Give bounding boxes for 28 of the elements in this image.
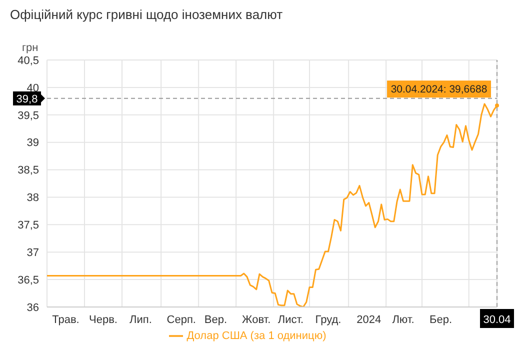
y-tick-label: 39 (26, 137, 39, 150)
x-tick-label: 30.04 (483, 314, 511, 326)
legend-label: Долар США (за 1 одиницю) (186, 330, 326, 342)
y-tick-label: 38,5 (18, 164, 39, 177)
y-tick-label: 36,5 (18, 274, 39, 286)
x-tick-label: Серп. (166, 314, 196, 326)
y-tick-label: 39,5 (18, 110, 39, 122)
chart-title: Офіційний курс гривні щодо іноземних валют (10, 7, 283, 22)
x-tick-label: Лист. (278, 314, 304, 326)
x-tick-label: Лют. (392, 314, 414, 326)
y-tick-label: 37 (26, 247, 39, 260)
x-tick-label: Черв. (89, 314, 118, 326)
x-tick-label: Вер. (204, 314, 228, 326)
x-tick-label: Жовт. (242, 314, 271, 326)
x-tick-label: Трав. (52, 314, 80, 326)
x-tick-label: 2024 (356, 314, 382, 326)
x-tick-label: Бер. (429, 314, 452, 326)
y-tick-label: 38 (26, 192, 39, 204)
y-tick-label: 37,5 (18, 220, 39, 232)
line-series (47, 103, 499, 307)
y-tick-label: 36 (26, 302, 39, 314)
x-tick-label: Лип. (130, 314, 152, 326)
y-tick-label: 40 (26, 82, 39, 94)
x-tick-label: Груд. (315, 314, 342, 326)
ref-line-label: 39,8 (16, 93, 38, 106)
annotation: 30.04.2024: 39,6688 (390, 84, 488, 96)
y-tick-label: 40,5 (18, 54, 39, 67)
y-axis-title: грн (22, 42, 38, 54)
